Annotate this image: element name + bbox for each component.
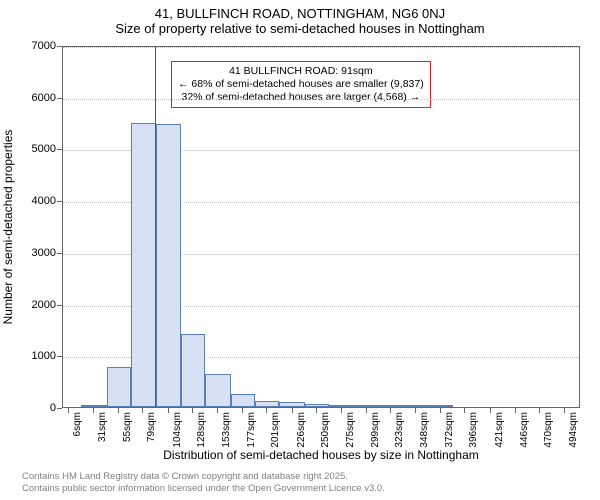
histogram-bar (181, 334, 205, 407)
x-tick-mark (440, 408, 441, 413)
histogram-bar (156, 124, 180, 407)
x-tick-mark (366, 408, 367, 413)
x-tick-label: 275sqm (345, 412, 356, 448)
histogram-bar (379, 405, 404, 407)
y-axis-label: Number of semi-detached properties (1, 130, 15, 325)
x-tick-label: 421sqm (494, 412, 505, 448)
y-tick-label: 1000 (32, 350, 56, 362)
histogram-bar (131, 123, 156, 407)
x-tick-mark (266, 408, 267, 413)
histogram-bar (255, 401, 279, 407)
x-tick-label: 372sqm (444, 412, 455, 448)
x-tick-mark (242, 408, 243, 413)
x-tick-label: 128sqm (196, 412, 207, 448)
y-tick-label: 7000 (32, 40, 56, 52)
chart-titles: 41, BULLFINCH ROAD, NOTTINGHAM, NG6 0NJ … (0, 0, 600, 36)
x-tick-label: 299sqm (370, 412, 381, 448)
histogram-bar (329, 405, 354, 407)
title-sub: Size of property relative to semi-detach… (0, 21, 600, 36)
x-tick-mark (142, 408, 143, 413)
y-tick-label: 6000 (32, 92, 56, 104)
histogram-bar (429, 405, 453, 407)
y-tick-label: 0 (50, 402, 56, 414)
x-tick-mark (292, 408, 293, 413)
histogram-bar (355, 405, 379, 407)
callout-line1: 41 BULLFINCH ROAD: 91sqm (178, 65, 424, 78)
x-tick-mark (68, 408, 69, 413)
x-tick-mark (316, 408, 317, 413)
property-marker-line (155, 47, 156, 407)
title-main: 41, BULLFINCH ROAD, NOTTINGHAM, NG6 0NJ (0, 6, 600, 21)
footer-line2: Contains public sector information licen… (22, 483, 385, 494)
grid-line (63, 47, 579, 48)
x-tick-mark (93, 408, 94, 413)
x-tick-mark (415, 408, 416, 413)
x-tick-label: 323sqm (394, 412, 405, 448)
grid-line (63, 99, 579, 100)
x-tick-mark (539, 408, 540, 413)
histogram-bar (81, 405, 106, 407)
histogram-bar (107, 367, 131, 407)
x-tick-mark (118, 408, 119, 413)
x-axis-label: Distribution of semi-detached houses by … (62, 448, 580, 462)
histogram-bar (231, 394, 255, 407)
x-tick-label: 79sqm (146, 412, 157, 442)
x-tick-label: 177sqm (246, 412, 257, 448)
y-tick-label: 2000 (32, 299, 56, 311)
histogram-bar (205, 374, 230, 407)
footer-line1: Contains HM Land Registry data © Crown c… (22, 471, 385, 482)
x-tick-mark (515, 408, 516, 413)
x-tick-mark (341, 408, 342, 413)
x-tick-label: 31sqm (97, 412, 108, 442)
x-tick-mark (192, 408, 193, 413)
x-tick-label: 226sqm (296, 412, 307, 448)
callout-line2: ← 68% of semi-detached houses are smalle… (178, 78, 424, 91)
x-tick-label: 201sqm (270, 412, 281, 448)
y-tick-label: 4000 (32, 195, 56, 207)
x-tick-label: 446sqm (519, 412, 530, 448)
y-tick-label: 3000 (32, 247, 56, 259)
x-tick-label: 396sqm (468, 412, 479, 448)
x-tick-mark (168, 408, 169, 413)
histogram-plot: 41 BULLFINCH ROAD: 91sqm ← 68% of semi-d… (62, 46, 580, 408)
x-tick-label: 6sqm (72, 412, 83, 436)
histogram-bar (305, 404, 329, 407)
x-tick-mark (390, 408, 391, 413)
x-tick-mark (217, 408, 218, 413)
y-tick-label: 5000 (32, 143, 56, 155)
histogram-bar (279, 402, 304, 407)
x-tick-label: 494sqm (568, 412, 579, 448)
property-callout: 41 BULLFINCH ROAD: 91sqm ← 68% of semi-d… (171, 61, 431, 108)
x-tick-mark (564, 408, 565, 413)
histogram-bar (404, 405, 428, 407)
x-tick-label: 250sqm (320, 412, 331, 448)
y-axis: Number of semi-detached properties 01000… (0, 46, 62, 408)
x-tick-mark (464, 408, 465, 413)
x-tick-label: 104sqm (172, 412, 183, 448)
x-tick-label: 348sqm (419, 412, 430, 448)
x-tick-label: 153sqm (221, 412, 232, 448)
footer-attribution: Contains HM Land Registry data © Crown c… (22, 471, 385, 494)
x-tick-label: 55sqm (122, 412, 133, 442)
x-tick-mark (490, 408, 491, 413)
x-tick-label: 470sqm (543, 412, 554, 448)
